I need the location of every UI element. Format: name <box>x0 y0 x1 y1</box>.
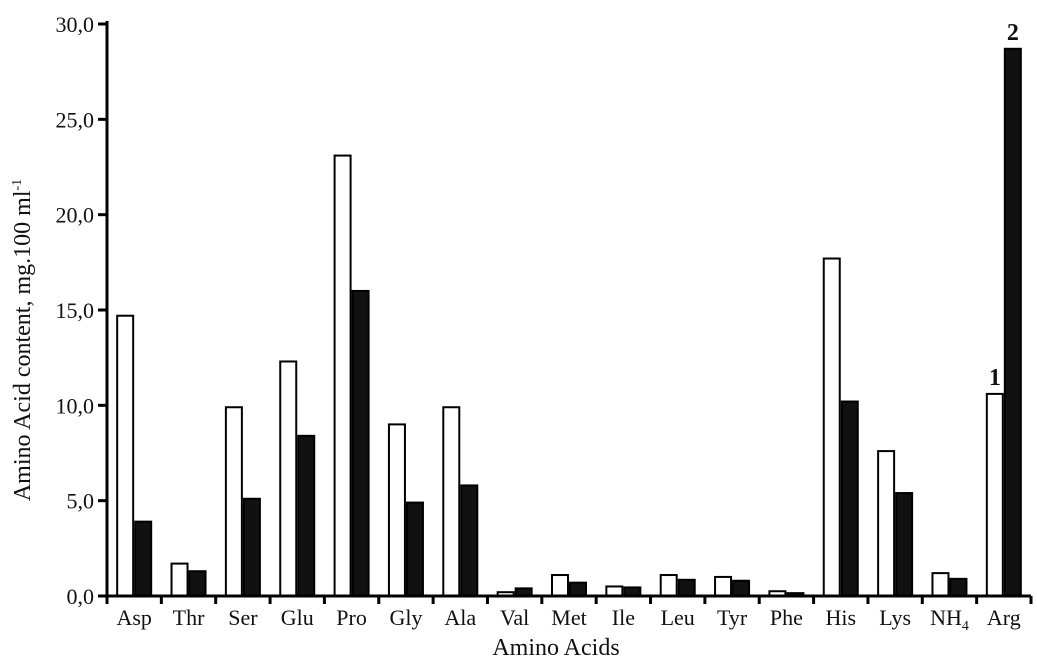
bar-his-series-2 <box>840 400 859 597</box>
bar-gly-series-2 <box>405 501 424 597</box>
x-tick-label-phe: Phe <box>770 605 803 630</box>
x-tick-label-arg: Arg <box>987 605 1021 630</box>
bar-glu-series-2 <box>297 434 316 597</box>
bar-asp-series-1 <box>116 314 135 597</box>
y-tick-label: 15,0 <box>56 298 95 323</box>
bar-ser-series-2 <box>242 497 261 598</box>
bars-layer <box>116 47 1022 598</box>
y-axis-title-superscript: -1 <box>10 179 25 191</box>
y-tick-label: 5,0 <box>67 489 95 514</box>
bar-ala-series-1 <box>442 406 461 597</box>
bar-arg-series-2 <box>1003 47 1022 597</box>
y-tick-label: 0,0 <box>67 584 95 609</box>
y-axis-title-main: Amino Acid content, mg.100 ml <box>10 190 36 501</box>
bar-asp-series-2 <box>134 520 153 598</box>
bar-arg-series-1 <box>985 392 1004 598</box>
bar-thr-series-2 <box>188 570 207 597</box>
labels-layer: 0,0 5,0 10,0 15,0 20,0 25,0 30,0 Asp Thr Ser Glu Pr… <box>56 12 1021 634</box>
x-tick-label-gly: Gly <box>389 605 422 630</box>
bar-lys-series-1 <box>877 450 896 597</box>
bar-nh4-series-2 <box>949 577 968 598</box>
bar-lys-series-2 <box>895 492 914 598</box>
x-tick-label-his: His <box>825 605 856 630</box>
x-tick-label-val: Val <box>500 605 529 630</box>
x-tick-label-ser: Ser <box>228 605 258 630</box>
series-label-1: 1 <box>989 365 1001 391</box>
y-tick-label: 20,0 <box>56 203 95 228</box>
y-tick-label: 30,0 <box>56 12 95 37</box>
bar-ala-series-2 <box>460 484 479 597</box>
x-tick-label-asp: Asp <box>116 605 151 630</box>
y-axis-title: Amino Acid content, mg.100 ml-1 <box>10 179 36 501</box>
bar-leu-series-2 <box>677 578 696 598</box>
bar-glu-series-1 <box>279 360 298 598</box>
x-tick-label-glu: Glu <box>281 605 314 630</box>
x-tick-label-ile: Ile <box>612 605 635 630</box>
x-axis-title: Amino Acids <box>492 635 619 661</box>
axes-layer <box>98 21 1033 604</box>
bar-thr-series-1 <box>170 562 189 598</box>
bar-met-series-2 <box>569 581 587 597</box>
x-tick-label-thr: Thr <box>173 605 205 630</box>
bar-pro-series-2 <box>351 289 370 597</box>
y-tick-label: 25,0 <box>56 107 95 132</box>
x-tick-label-lys: Lys <box>879 605 911 630</box>
series-label-2: 2 <box>1007 20 1019 46</box>
bar-tyr-series-2 <box>732 579 751 597</box>
bar-his-series-1 <box>822 257 841 597</box>
bar-ser-series-1 <box>224 406 243 597</box>
x-tick-label-tyr: Tyr <box>717 605 748 630</box>
y-tick-label: 10,0 <box>56 393 95 418</box>
x-tick-label-nh4: NH4 <box>930 605 969 634</box>
bar-gly-series-1 <box>387 423 406 597</box>
x-tick-label-pro: Pro <box>336 605 367 630</box>
x-tick-label-ala: Ala <box>444 605 476 630</box>
bar-nh4-series-1 <box>931 572 950 597</box>
bar-pro-series-1 <box>333 154 352 597</box>
x-tick-label-leu: Leu <box>661 605 695 630</box>
x-tick-label-met: Met <box>551 605 586 630</box>
bar-tyr-series-1 <box>714 575 733 598</box>
bar-met-series-1 <box>551 574 569 598</box>
bar-leu-series-1 <box>659 574 678 598</box>
